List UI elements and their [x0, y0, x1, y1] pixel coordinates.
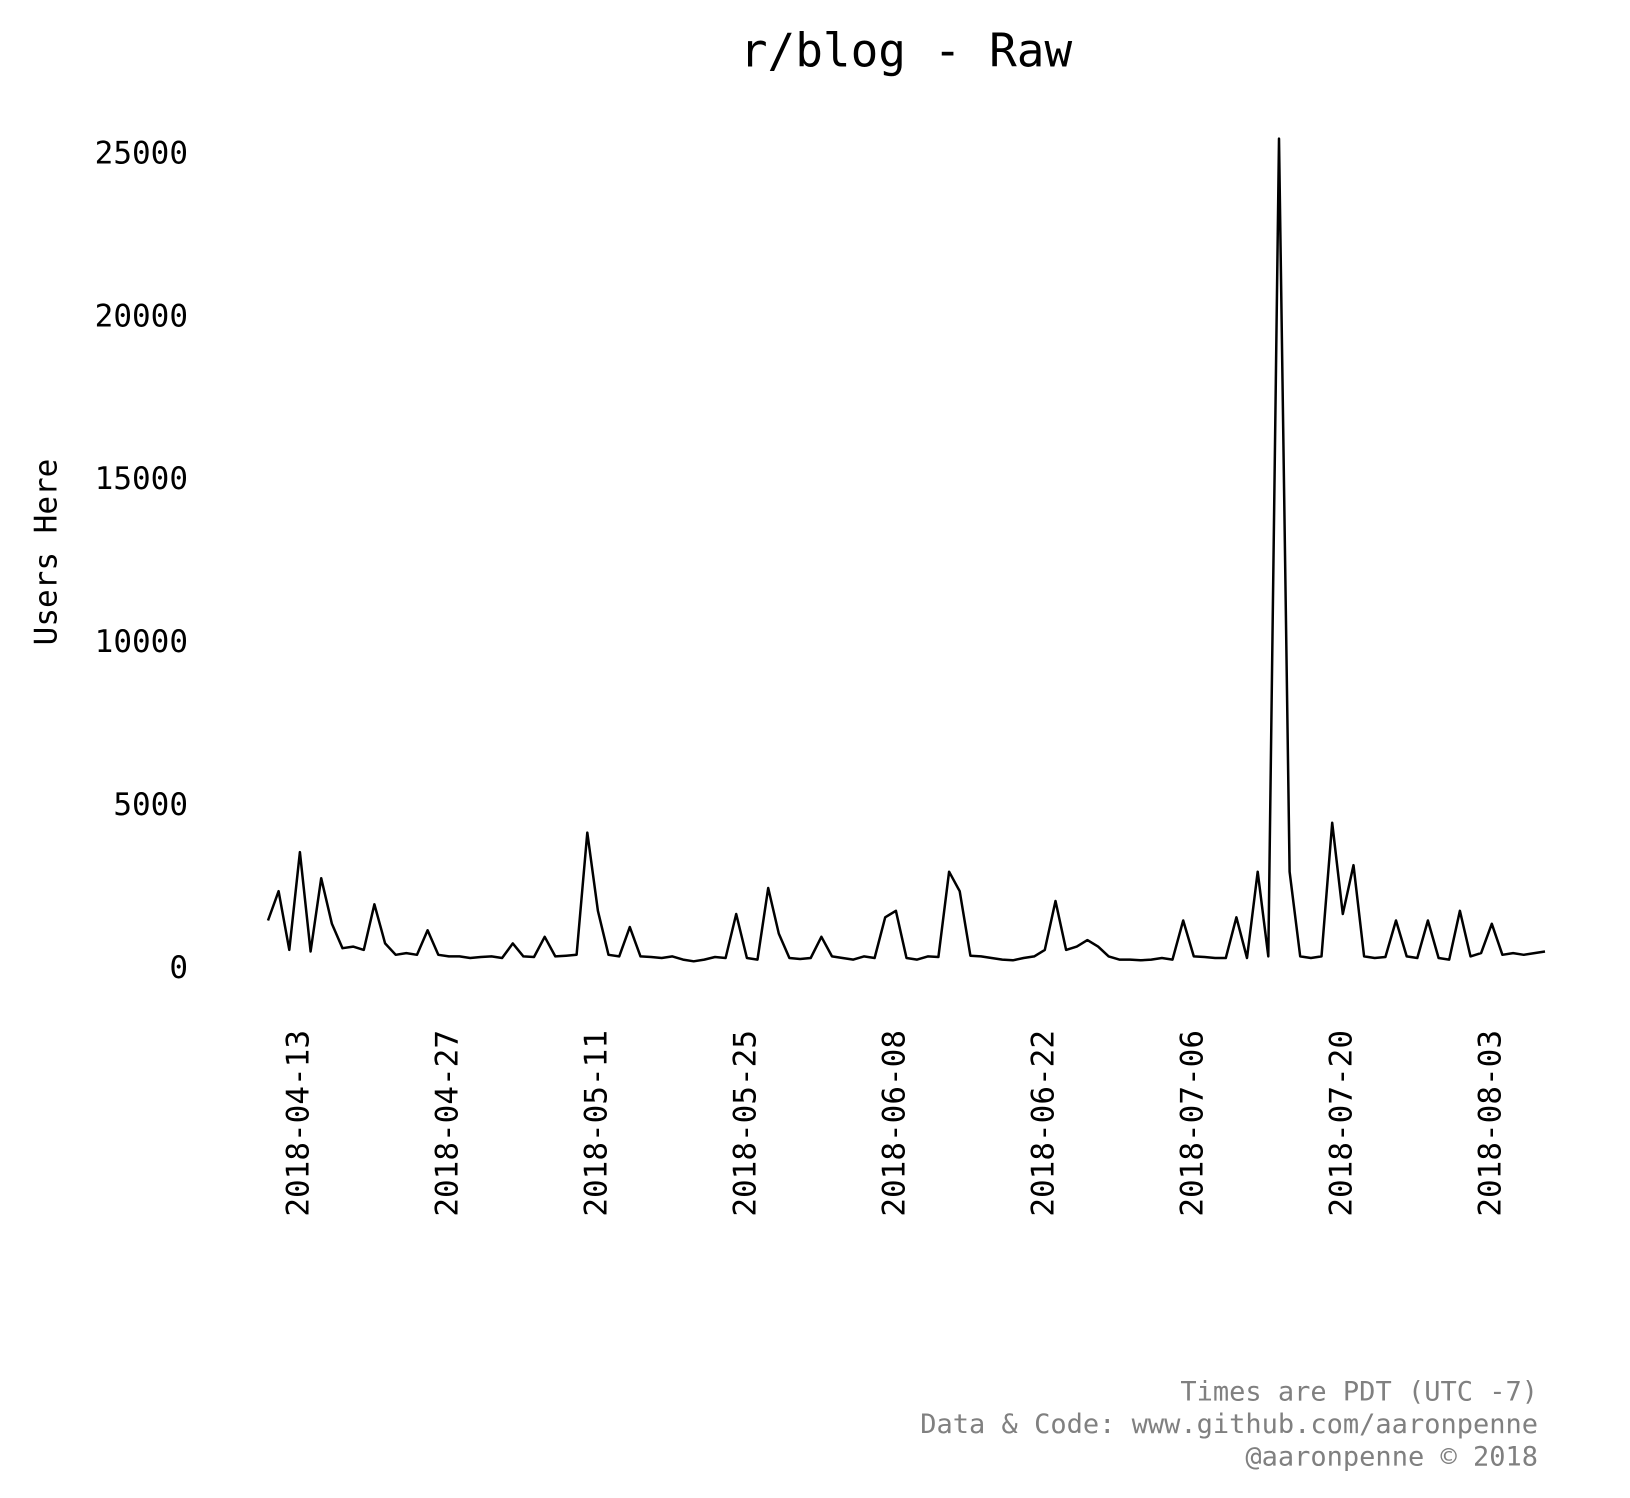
footer-note: @aaronpenne © 2018: [1245, 1442, 1538, 1473]
x-tick-label: 2018-07-20: [1323, 1030, 1359, 1217]
y-axis-label: Users Here: [29, 459, 65, 646]
y-tick-label: 10000: [95, 624, 188, 660]
x-tick-label: 2018-08-03: [1472, 1030, 1508, 1217]
x-tick-label: 2018-04-27: [429, 1030, 465, 1217]
y-tick-label: 15000: [95, 461, 188, 497]
y-tick-label: 25000: [95, 135, 188, 171]
footer-note: Data & Code: www.github.com/aaronpenne: [920, 1409, 1538, 1440]
y-tick-label: 5000: [113, 787, 188, 823]
x-tick-label: 2018-06-22: [1025, 1030, 1061, 1217]
x-tick-label: 2018-05-11: [578, 1030, 614, 1217]
x-tick-label: 2018-06-08: [876, 1030, 912, 1217]
x-tick-label: 2018-05-25: [727, 1030, 763, 1217]
y-tick-label: 0: [169, 950, 188, 986]
footer-note: Times are PDT (UTC -7): [1180, 1377, 1538, 1408]
y-tick-label: 20000: [95, 298, 188, 334]
x-tick-label: 2018-04-13: [280, 1030, 316, 1217]
data-line: [266, 137, 1546, 963]
chart-title: r/blog - Raw: [740, 24, 1073, 78]
x-tick-label: 2018-07-06: [1174, 1030, 1210, 1217]
